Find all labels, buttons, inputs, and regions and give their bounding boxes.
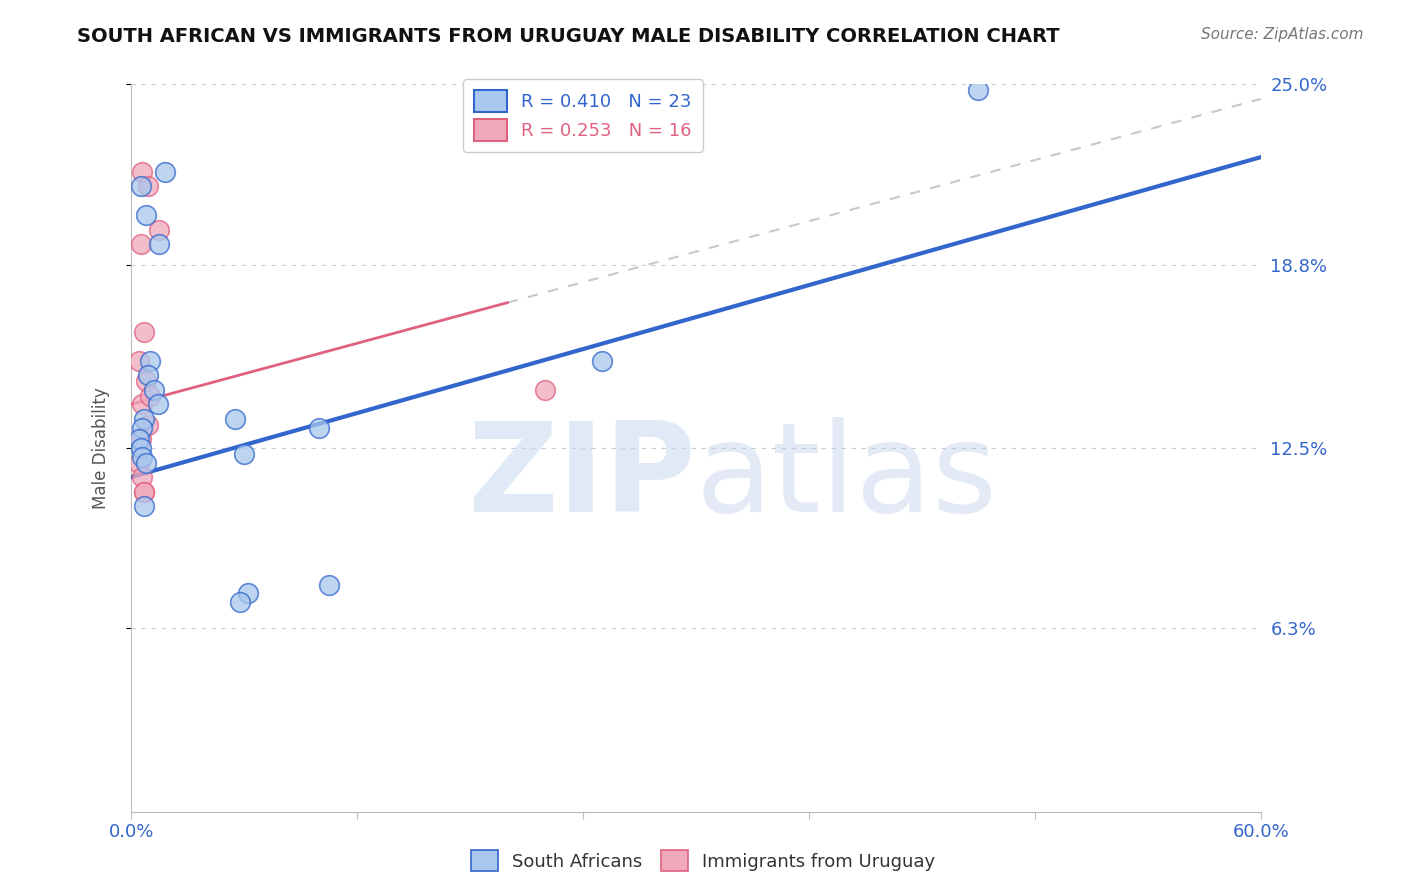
Point [148,237,170,252]
Point [146,397,169,411]
Point [131,450,153,464]
Point [153,164,176,178]
Point [224,412,246,426]
Point [534,383,557,397]
Text: ZIP: ZIP [467,417,696,538]
Point [142,383,165,397]
Point [967,83,990,97]
Point [135,456,157,470]
Point [131,164,153,178]
Point [148,223,170,237]
Point [236,586,259,600]
Point [128,456,150,470]
Text: SOUTH AFRICAN VS IMMIGRANTS FROM URUGUAY MALE DISABILITY CORRELATION CHART: SOUTH AFRICAN VS IMMIGRANTS FROM URUGUAY… [77,27,1060,45]
Point [128,353,150,368]
Point [591,353,613,368]
Point [134,484,156,499]
Legend: South Africans, Immigrants from Uruguay: South Africans, Immigrants from Uruguay [464,843,942,879]
Point [135,208,157,222]
Point [136,179,159,194]
Point [129,179,152,194]
Point [129,441,152,455]
Point [139,389,162,403]
Point [136,417,159,432]
Point [131,470,153,484]
Point [136,368,159,383]
Point [128,432,150,446]
Point [131,420,153,434]
Text: atlas: atlas [696,417,998,538]
Point [233,447,256,461]
Point [134,412,156,426]
Point [134,499,156,513]
Point [129,237,152,252]
Point [139,353,162,368]
Point [134,484,156,499]
Text: Source: ZipAtlas.com: Source: ZipAtlas.com [1201,27,1364,42]
Point [135,374,157,388]
Legend: R = 0.410   N = 23, R = 0.253   N = 16: R = 0.410 N = 23, R = 0.253 N = 16 [464,78,703,152]
Point [229,595,252,609]
Point [308,420,330,434]
Point [134,325,156,339]
Y-axis label: Male Disability: Male Disability [93,387,110,508]
Point [129,432,152,446]
Point [131,397,153,411]
Point [318,577,340,591]
